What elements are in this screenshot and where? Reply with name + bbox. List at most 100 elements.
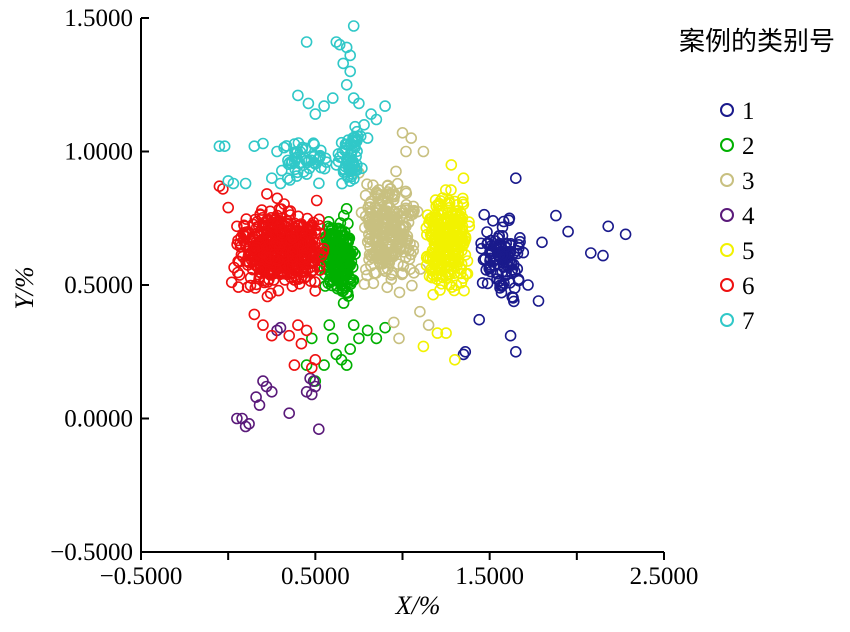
- data-point: [261, 188, 273, 200]
- data-point: [292, 319, 304, 331]
- data-point: [504, 277, 516, 289]
- data-point: [420, 259, 433, 272]
- data-point: [225, 276, 238, 289]
- data-point: [367, 179, 379, 191]
- data-point: [307, 216, 320, 229]
- data-point: [326, 332, 339, 345]
- data-point: [319, 152, 332, 165]
- data-point: [435, 277, 448, 290]
- data-point: [393, 332, 405, 345]
- data-point: [300, 154, 313, 167]
- y-tick-label: 0.0000: [64, 406, 133, 433]
- data-point: [318, 100, 330, 112]
- data-point: [597, 249, 609, 262]
- data-point: [322, 277, 335, 290]
- data-point: [365, 250, 377, 262]
- data-point: [270, 262, 282, 275]
- data-point: [427, 288, 439, 301]
- data-point: [455, 258, 468, 270]
- data-point: [454, 214, 467, 226]
- data-point: [517, 246, 530, 259]
- data-point: [367, 247, 380, 259]
- series-5: [417, 159, 476, 366]
- data-point: [326, 237, 339, 250]
- data-point: [406, 279, 418, 292]
- data-point: [336, 177, 348, 190]
- data-point: [304, 372, 316, 385]
- data-point: [344, 175, 356, 187]
- data-point: [217, 183, 229, 195]
- data-point: [487, 215, 499, 227]
- data-point: [386, 267, 399, 279]
- data-point: [286, 280, 299, 293]
- data-point: [494, 237, 506, 250]
- data-point: [326, 92, 339, 104]
- data-point: [504, 238, 517, 250]
- data-point: [235, 231, 247, 244]
- data-point: [294, 253, 307, 265]
- data-point: [335, 243, 347, 255]
- data-point: [305, 388, 318, 401]
- data-point: [278, 198, 290, 210]
- data-point: [367, 277, 380, 290]
- data-point: [414, 305, 426, 318]
- data-point: [213, 180, 226, 192]
- data-point: [347, 319, 360, 331]
- data-point: [619, 228, 632, 241]
- data-point: [287, 253, 299, 266]
- data-point: [400, 145, 412, 158]
- data-point: [473, 313, 486, 326]
- series-3: [353, 127, 435, 345]
- data-point: [443, 278, 456, 291]
- data-point: [300, 36, 313, 48]
- data-point: [231, 220, 243, 233]
- y-ticks: −0.5000 0.0000 0.5000 1.0000 1.5000: [50, 5, 149, 566]
- data-point: [503, 214, 515, 227]
- x-tick-label: 0.5000: [281, 563, 350, 590]
- legend-marker-4: [720, 208, 734, 222]
- data-point: [361, 178, 373, 190]
- data-point: [231, 412, 243, 425]
- data-point: [338, 265, 350, 278]
- data-point: [440, 214, 453, 226]
- data-point: [366, 251, 379, 264]
- data-point: [504, 329, 517, 342]
- data-point: [562, 225, 574, 238]
- data-point: [408, 266, 420, 279]
- data-point: [497, 257, 510, 269]
- legend-marker-5: [720, 243, 734, 257]
- series-4: [231, 321, 325, 436]
- data-point: [276, 229, 288, 241]
- data-point: [305, 332, 318, 345]
- data-point: [445, 159, 458, 171]
- data-point: [222, 201, 234, 214]
- data-point: [255, 204, 268, 216]
- data-point: [602, 220, 615, 233]
- data-point: [304, 275, 317, 287]
- data-point: [509, 172, 522, 184]
- data-point: [339, 144, 351, 157]
- data-point: [463, 220, 476, 232]
- data-point: [319, 280, 332, 292]
- x-ticks: −0.5000 0.5000 1.5000 2.5000: [100, 552, 698, 590]
- data-point: [344, 65, 357, 78]
- data-point: [441, 207, 454, 219]
- data-point: [369, 225, 382, 237]
- x-axis-label: X/%: [395, 591, 441, 620]
- data-point: [455, 244, 468, 257]
- data-point: [299, 229, 312, 241]
- data-point: [461, 255, 474, 267]
- data-point: [361, 269, 373, 282]
- data-point: [340, 203, 353, 215]
- data-point: [345, 146, 357, 158]
- data-point: [457, 272, 469, 285]
- data-point: [313, 260, 326, 272]
- legend-label-5: 5: [742, 238, 755, 265]
- legend-label-6: 6: [742, 273, 755, 300]
- data-point: [496, 230, 509, 242]
- data-point: [438, 260, 451, 273]
- data-point: [351, 125, 363, 138]
- data-point: [359, 189, 372, 202]
- data-point: [331, 282, 344, 295]
